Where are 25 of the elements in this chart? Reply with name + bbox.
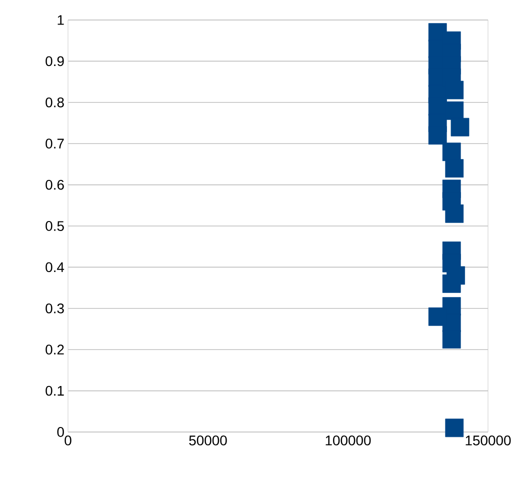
y-tick-label: 0: [57, 427, 64, 437]
point: [445, 159, 464, 178]
y-tick-label: 0.4: [46, 262, 64, 272]
point: [442, 330, 461, 348]
point: [445, 418, 464, 438]
y-tick-label: 0.9: [46, 56, 64, 66]
y-tick-label: 0.7: [46, 138, 64, 149]
point: [428, 126, 447, 145]
point: [445, 204, 464, 223]
point: [445, 80, 464, 100]
y-tick-label: 0.1: [46, 386, 64, 396]
y-tick-label: 0.5: [46, 221, 64, 231]
y-tick-label: 0.3: [46, 303, 64, 314]
y-tick-label: 0.8: [46, 97, 64, 108]
x-tick-label: 100000: [326, 436, 371, 446]
x-tick-label: 0: [64, 436, 72, 446]
y-tick-label: 1: [58, 15, 64, 25]
point: [450, 118, 470, 136]
y-tick-label: 0.6: [46, 180, 64, 190]
y-tick-label: 0.2: [46, 344, 64, 355]
x-tick-label: 50000: [189, 436, 227, 446]
point: [442, 142, 461, 162]
point: [445, 101, 464, 120]
point: [446, 266, 465, 285]
x-tick-label: 150000: [466, 436, 511, 446]
